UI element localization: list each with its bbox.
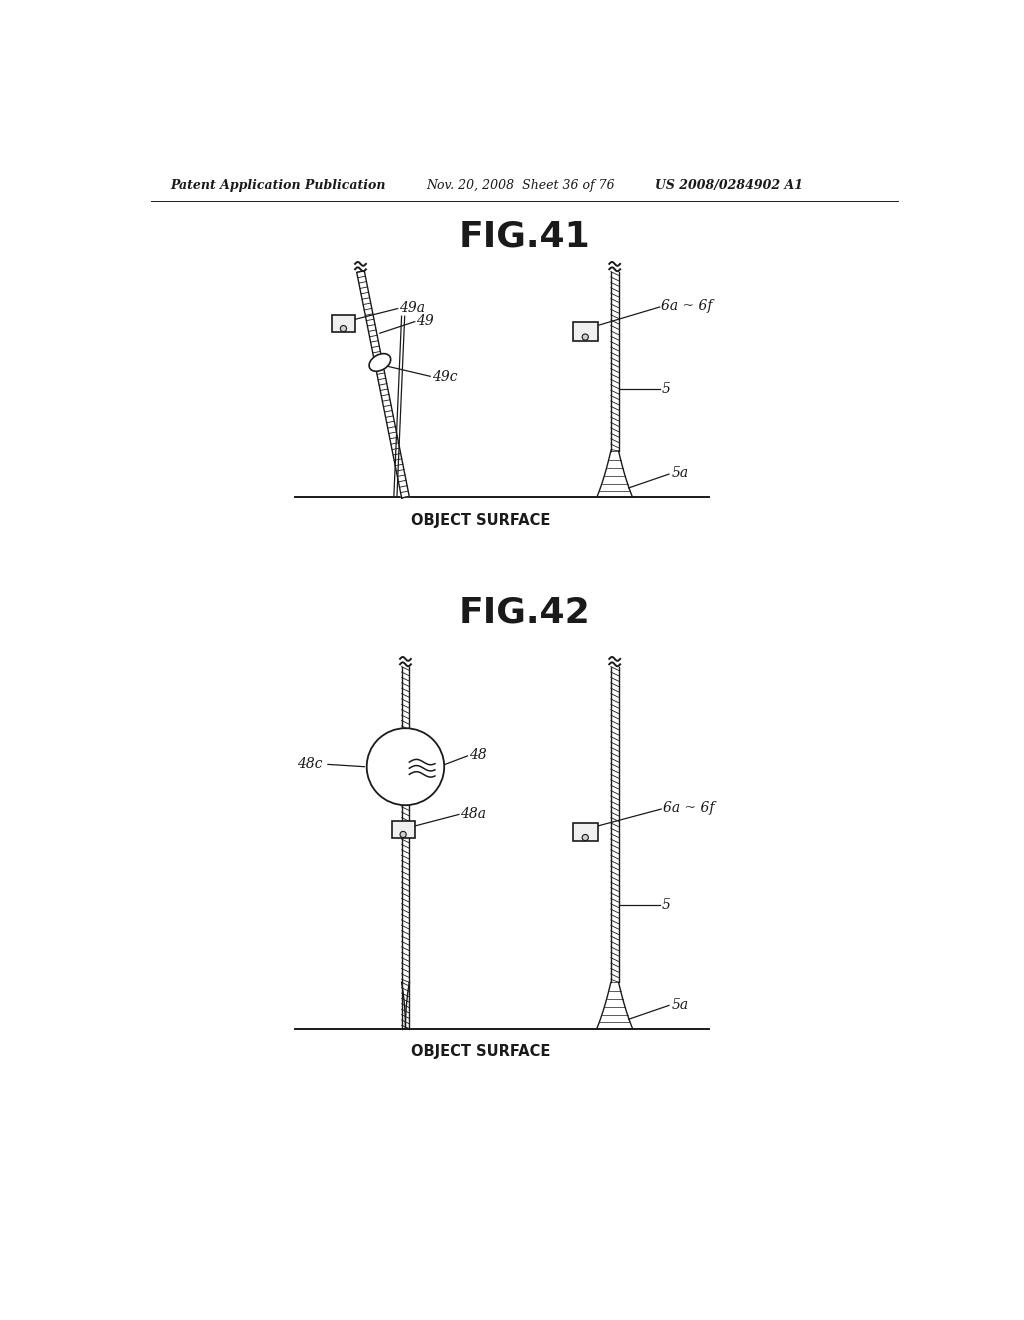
Text: 6a ~ 6f: 6a ~ 6f xyxy=(662,300,713,313)
Text: 49: 49 xyxy=(417,314,434,327)
Bar xyxy=(391,821,415,838)
Circle shape xyxy=(400,832,407,838)
Text: 48: 48 xyxy=(469,748,486,762)
Circle shape xyxy=(340,326,346,331)
Ellipse shape xyxy=(369,354,391,371)
Text: OBJECT SURFACE: OBJECT SURFACE xyxy=(411,512,550,528)
Text: 6a ~ 6f: 6a ~ 6f xyxy=(663,800,715,814)
Text: OBJECT SURFACE: OBJECT SURFACE xyxy=(411,1044,550,1059)
Text: 48c: 48c xyxy=(297,756,323,771)
Bar xyxy=(572,322,598,341)
Text: US 2008/0284902 A1: US 2008/0284902 A1 xyxy=(655,178,803,191)
Text: 49a: 49a xyxy=(399,301,425,314)
Text: 5a: 5a xyxy=(672,998,688,1011)
Bar xyxy=(572,822,598,841)
Bar xyxy=(332,315,355,333)
Circle shape xyxy=(367,729,444,805)
Text: 5: 5 xyxy=(662,899,671,912)
Text: FIG.41: FIG.41 xyxy=(459,220,591,253)
Text: 48a: 48a xyxy=(461,807,486,821)
Text: 5a: 5a xyxy=(672,466,688,480)
Text: FIG.42: FIG.42 xyxy=(459,595,591,630)
Text: 49c: 49c xyxy=(432,370,458,384)
Circle shape xyxy=(583,834,589,841)
Text: Patent Application Publication: Patent Application Publication xyxy=(171,178,386,191)
Circle shape xyxy=(583,334,589,341)
Text: 5: 5 xyxy=(662,383,671,396)
Text: Nov. 20, 2008  Sheet 36 of 76: Nov. 20, 2008 Sheet 36 of 76 xyxy=(426,178,615,191)
Polygon shape xyxy=(356,271,410,498)
